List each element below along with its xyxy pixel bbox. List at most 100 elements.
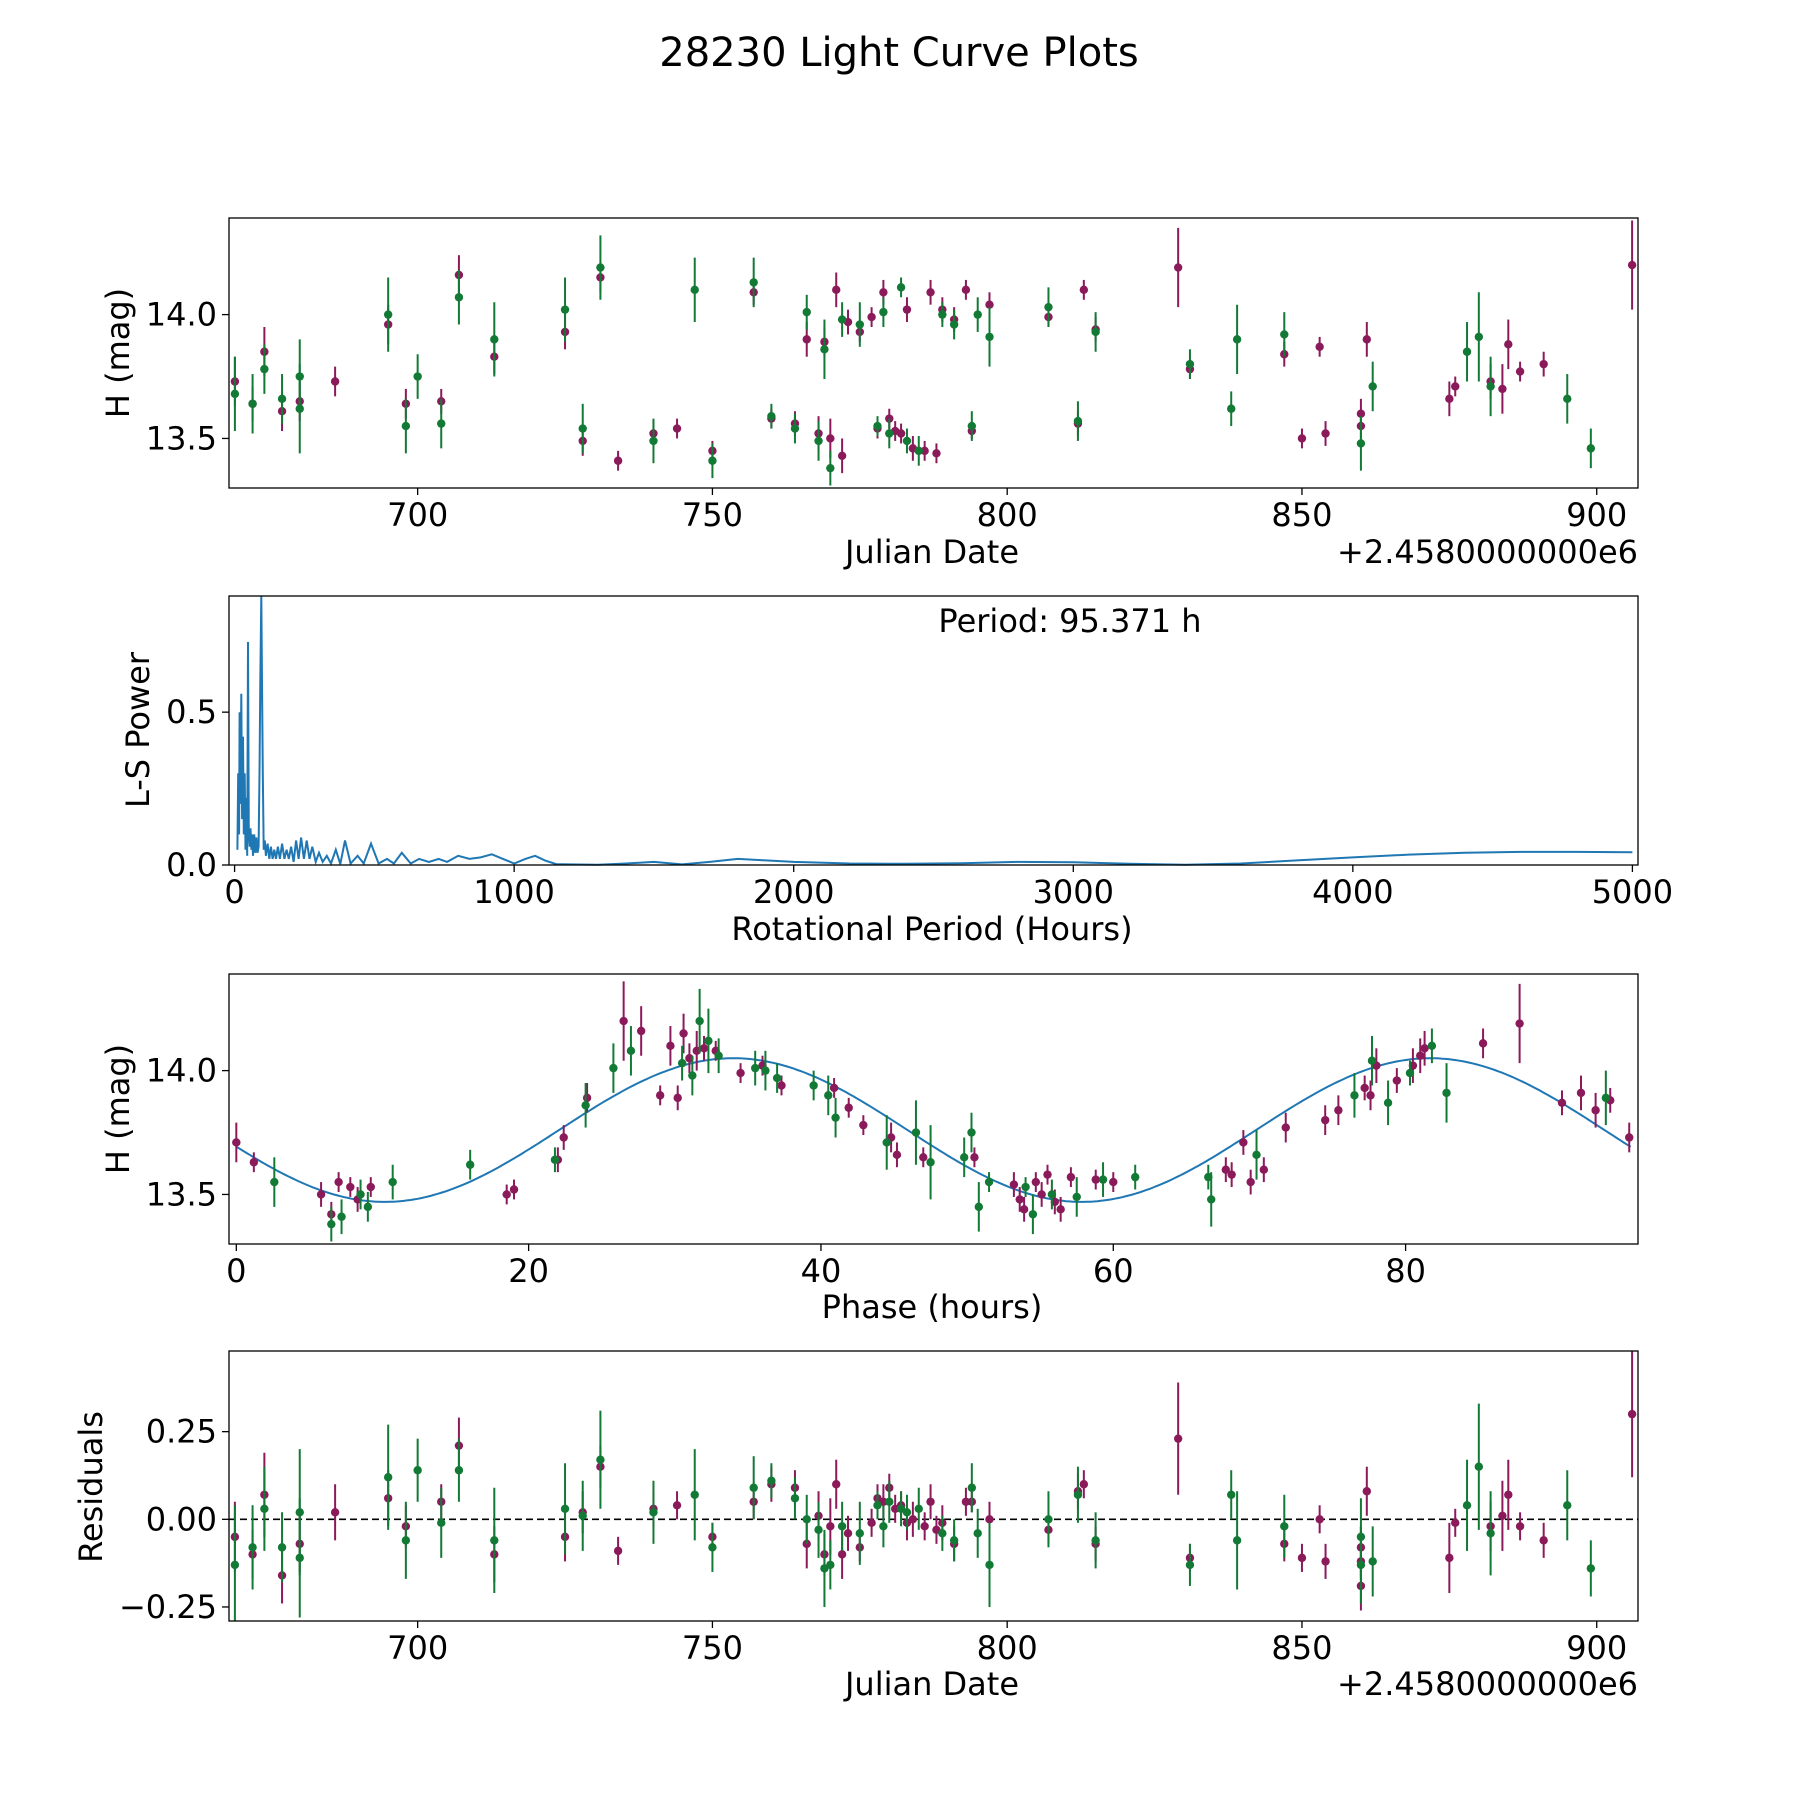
periodogram-xtick-label: 5000 bbox=[1592, 873, 1673, 911]
residuals-yticks: −0.25 0.00 0.25 bbox=[119, 1413, 229, 1626]
phase-fold-band-2-point bbox=[1047, 1190, 1057, 1199]
residuals-band-2-point bbox=[1091, 1536, 1100, 1545]
light-curve-band-1-point bbox=[1451, 382, 1460, 391]
residuals-marks bbox=[229, 1351, 1638, 1621]
residuals-band-2-point bbox=[295, 1553, 304, 1563]
phase-fold-band-1-point bbox=[502, 1190, 511, 1199]
residuals-band-1-point bbox=[832, 1480, 841, 1489]
residuals-panel: 700 750 800 850 900 −0.25 0.00 0.25 Julian Dat… bbox=[72, 1350, 1639, 1703]
periodogram-xtick-label: 2000 bbox=[753, 873, 834, 911]
residuals-band-1-point bbox=[672, 1501, 682, 1510]
phase-fold-band-1-point bbox=[1321, 1115, 1330, 1125]
phase-fold-band-1-point bbox=[1091, 1175, 1100, 1184]
residuals-band-1-point bbox=[330, 1508, 340, 1517]
phase-fold-band-1-point bbox=[1239, 1138, 1248, 1147]
light-curve-band-2-point bbox=[437, 419, 446, 428]
light-curve-band-2-point bbox=[985, 332, 994, 342]
residuals-ylabel: Residuals bbox=[72, 1411, 110, 1563]
phase-fold-band-1-point bbox=[1591, 1106, 1600, 1115]
residuals-band-2-point bbox=[873, 1501, 882, 1510]
light-curve-band-1-point bbox=[1504, 340, 1513, 349]
phase-fold-band-1-point bbox=[1392, 1076, 1402, 1085]
phase-fold-band-1-point bbox=[346, 1182, 355, 1192]
phase-fold-xtick-label: 0 bbox=[226, 1252, 246, 1290]
light-curve-band-1-point bbox=[1315, 342, 1324, 352]
residuals-band-1-point bbox=[985, 1515, 994, 1524]
residuals-band-1-point bbox=[1297, 1553, 1307, 1563]
light-curve-band-1-point bbox=[613, 456, 623, 465]
phase-fold-band-2-point bbox=[1367, 1056, 1377, 1065]
residuals-band-2-point bbox=[749, 1483, 758, 1492]
light-curve-xtick-label: 800 bbox=[977, 496, 1038, 534]
residuals-band-2-point bbox=[560, 1504, 570, 1513]
phase-fold-band-2-point bbox=[1072, 1192, 1081, 1202]
residuals-band-1-point bbox=[920, 1522, 929, 1531]
phase-fold-band-2-point bbox=[688, 1071, 697, 1080]
light-curve-band-1-point bbox=[832, 285, 841, 295]
residuals-ytick-label: 0.00 bbox=[146, 1500, 217, 1538]
light-curve-band-2-point bbox=[967, 421, 977, 431]
residuals-band-2-point bbox=[383, 1473, 393, 1482]
phase-fold-band-1-point bbox=[1009, 1180, 1019, 1189]
phase-fold-band-2-point bbox=[1207, 1195, 1216, 1204]
light-curve-band-1-point bbox=[1539, 359, 1548, 369]
phase-fold-band-1-point bbox=[892, 1150, 902, 1160]
light-curve-band-1-point bbox=[1445, 394, 1454, 404]
phase-fold-band-1-point bbox=[699, 1044, 709, 1053]
residuals-band-1-point bbox=[1362, 1487, 1372, 1496]
phase-fold-xlabel: Phase (hours) bbox=[822, 1288, 1043, 1326]
residuals-band-2-point bbox=[1227, 1490, 1236, 1499]
light-curve-x-offset: +2.4580000000e6 bbox=[1337, 533, 1638, 571]
periodogram-annotation: Period: 95.371 h bbox=[938, 602, 1201, 640]
phase-fold-xtick-label: 60 bbox=[1093, 1252, 1134, 1290]
phase-fold-band-1-point bbox=[673, 1093, 682, 1103]
light-curve-frame bbox=[228, 217, 1639, 489]
light-curve-band-1-point bbox=[1297, 434, 1307, 443]
light-curve-ylabel: H (mag) bbox=[99, 288, 137, 418]
light-curve-band-2-point bbox=[938, 310, 947, 319]
light-curve-band-2-point bbox=[802, 307, 811, 317]
residuals-band-2-point bbox=[1462, 1501, 1472, 1510]
residuals-band-2-point bbox=[690, 1490, 699, 1499]
light-curve-band-2-point bbox=[230, 389, 240, 399]
phase-fold-fit-curve bbox=[235, 1057, 1632, 1203]
light-curve-band-2-point bbox=[413, 372, 422, 381]
phase-fold-band-1-point bbox=[1015, 1195, 1024, 1204]
residuals-xtick-label: 750 bbox=[682, 1629, 743, 1667]
residuals-band-2-point bbox=[1356, 1560, 1366, 1570]
periodogram-xtick-label: 4000 bbox=[1312, 873, 1393, 911]
periodogram-xticks: 0 1000 2000 3000 4000 5000 bbox=[224, 865, 1673, 911]
residuals-band-2-point bbox=[802, 1515, 811, 1524]
light-curve-ytick-label: 13.5 bbox=[146, 419, 217, 457]
light-curve-band-2-point bbox=[454, 293, 464, 302]
phase-fold-band-1-point bbox=[619, 1016, 628, 1026]
phase-fold-band-1-point bbox=[1366, 1091, 1375, 1100]
residuals-xtick-label: 700 bbox=[387, 1629, 448, 1667]
periodogram-xtick-label: 3000 bbox=[1033, 873, 1114, 911]
residuals-band-2-point bbox=[1044, 1515, 1053, 1524]
residuals-band-1-point bbox=[1515, 1522, 1525, 1531]
residuals-band-2-point bbox=[767, 1476, 776, 1485]
light-curve-band-1-point bbox=[879, 288, 888, 297]
phase-fold-band-2-point bbox=[337, 1212, 346, 1221]
phase-fold-band-2-point bbox=[1405, 1068, 1415, 1078]
phase-fold-band-2-point bbox=[1098, 1175, 1108, 1184]
phase-fold-band-2-point bbox=[959, 1153, 969, 1162]
phase-fold-band-1-point bbox=[1246, 1177, 1255, 1187]
light-curve-band-1-point bbox=[902, 305, 912, 314]
light-curve-xtick-label: 850 bbox=[1271, 496, 1332, 534]
residuals-band-1-point bbox=[1321, 1557, 1330, 1566]
residuals-band-1-point bbox=[1504, 1490, 1513, 1499]
residuals-band-1-point bbox=[826, 1522, 835, 1531]
phase-fold-band-1-point bbox=[1281, 1123, 1290, 1132]
phase-fold-band-2-point bbox=[967, 1128, 976, 1137]
phase-fold-band-2-point bbox=[1350, 1091, 1359, 1100]
residuals-band-2-point bbox=[230, 1560, 240, 1570]
residuals-band-2-point bbox=[1474, 1462, 1484, 1471]
phase-fold-band-1-point bbox=[334, 1177, 343, 1187]
light-curve-band-2-point bbox=[1563, 394, 1572, 404]
phase-fold-band-1-point bbox=[1625, 1133, 1634, 1142]
phase-fold-band-1-point bbox=[1056, 1205, 1065, 1214]
light-curve-band-2-point bbox=[1462, 347, 1472, 356]
phase-fold-band-1-point bbox=[249, 1158, 259, 1167]
